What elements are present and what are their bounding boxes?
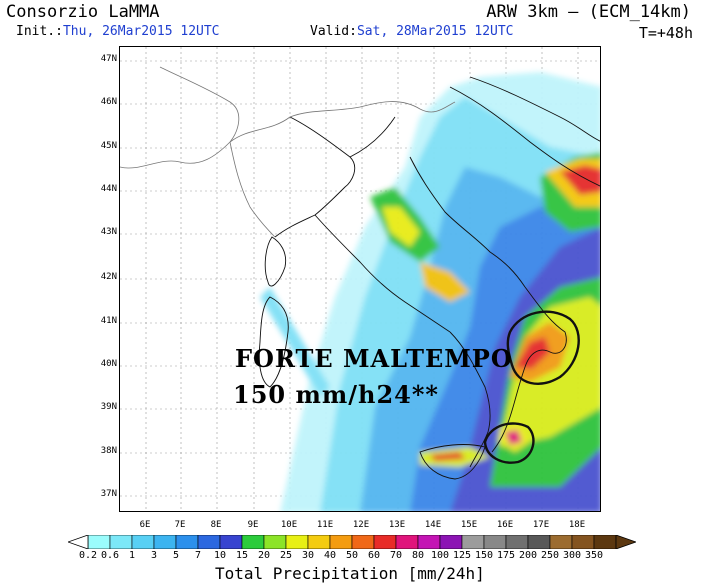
- colorbar-cell: [109, 535, 133, 549]
- colorbar-tick-label: 60: [367, 550, 381, 561]
- colorbar-cell: [285, 535, 309, 549]
- colorbar-tick-label: 0.2: [78, 550, 98, 561]
- precipitation-field: [260, 72, 600, 511]
- colorbar-tick-label: 300: [562, 550, 582, 561]
- colorbar-tick-label: 50: [345, 550, 359, 561]
- colorbar-cell: [549, 535, 573, 549]
- colorbar-cell: [197, 535, 221, 549]
- init-time: Init.:Thu, 26Mar2015 12UTC: [16, 24, 220, 39]
- lon-label: 8E: [210, 520, 222, 530]
- colorbar-tick-label: 20: [257, 550, 271, 561]
- colorbar-tick-label: 40: [323, 550, 337, 561]
- colorbar-cell: [461, 535, 485, 549]
- map-canvas: [120, 47, 600, 511]
- colorbar-cell: [483, 535, 507, 549]
- lat-label: 42N: [100, 272, 117, 282]
- init-value: Thu, 26Mar2015 12UTC: [62, 24, 220, 39]
- overlay-warning-amount: 150 mm/h24**: [233, 380, 439, 409]
- lon-label: 6E: [139, 520, 151, 530]
- colorbar-cell: [263, 535, 287, 549]
- forecast-step: T=+48h: [638, 24, 693, 42]
- coastlines: [258, 76, 600, 480]
- overlay-warning-title: FORTE MALTEMPO: [235, 344, 513, 373]
- colorbar-cell: [131, 535, 155, 549]
- lon-label: 11E: [316, 520, 334, 530]
- colorbar-tick-label: 250: [540, 550, 560, 561]
- colorbar-cell: [395, 535, 419, 549]
- colorbar-tick-label: 70: [389, 550, 403, 561]
- lon-label: 10E: [280, 520, 298, 530]
- lat-label: 41N: [100, 316, 117, 326]
- colorbar-tick-label: 80: [411, 550, 425, 561]
- colorbar-tick-label: 125: [452, 550, 472, 561]
- colorbar-cell: [593, 535, 617, 549]
- colorbar-tick-label: 1: [128, 550, 136, 561]
- colorbar-cell: [153, 535, 177, 549]
- colorbar-tick-label: 5: [172, 550, 180, 561]
- model-title: ARW 3km – (ECM_14km): [486, 2, 691, 22]
- colorbar-tick-label: 200: [518, 550, 538, 561]
- colorbar-tick-label: 10: [213, 550, 227, 561]
- colorbar-cell: [571, 535, 595, 549]
- colorbar-tick-label: 100: [430, 550, 450, 561]
- valid-time: Valid:Sat, 28Mar2015 12UTC: [310, 24, 514, 39]
- lat-label: 45N: [100, 141, 117, 151]
- colorbar-tick-label: 350: [584, 550, 604, 561]
- colorbar-tick-label: 15: [235, 550, 249, 561]
- colorbar-tick-label: 7: [194, 550, 202, 561]
- lon-label: 15E: [460, 520, 478, 530]
- colorbar-cell: [527, 535, 551, 549]
- init-label: Init.:: [16, 24, 63, 39]
- lat-label: 38N: [100, 446, 117, 456]
- colorbar-cell: [417, 535, 441, 549]
- precipitation-map: [119, 46, 601, 512]
- colorbar-tick-label: 30: [301, 550, 315, 561]
- valid-label: Valid:: [310, 24, 357, 39]
- lon-label: 16E: [496, 520, 514, 530]
- lat-label: 44N: [100, 184, 117, 194]
- lat-label: 40N: [100, 359, 117, 369]
- legend-title: Total Precipitation [mm/24h]: [215, 564, 485, 583]
- colorbar-cell: [439, 535, 463, 549]
- colorbar-tick-label: 3: [150, 550, 158, 561]
- organization-title: Consorzio LaMMA: [6, 2, 160, 22]
- colorbar-cell: [219, 535, 243, 549]
- colorbar-tick-label: 0.6: [100, 550, 120, 561]
- colorbar-cell: [505, 535, 529, 549]
- lat-label: 47N: [100, 54, 117, 64]
- colorbar-cell: [329, 535, 353, 549]
- valid-value: Sat, 28Mar2015 12UTC: [356, 24, 514, 39]
- lon-label: 7E: [174, 520, 186, 530]
- colorbar-cell: [87, 535, 111, 549]
- lon-label: 17E: [532, 520, 550, 530]
- lon-label: 13E: [388, 520, 406, 530]
- lon-label: 9E: [247, 520, 259, 530]
- colorbar-cell: [351, 535, 375, 549]
- lat-label: 43N: [100, 227, 117, 237]
- lon-label: 12E: [352, 520, 370, 530]
- colorbar: [68, 535, 636, 549]
- lon-label: 14E: [424, 520, 442, 530]
- colorbar-low-arrow: [68, 535, 89, 549]
- colorbar-cell: [307, 535, 331, 549]
- lat-label: 39N: [100, 402, 117, 412]
- lon-label: 18E: [568, 520, 586, 530]
- colorbar-high-arrow: [615, 535, 636, 549]
- lat-label: 37N: [100, 489, 117, 499]
- colorbar-tick-label: 25: [279, 550, 293, 561]
- colorbar-tick-label: 175: [496, 550, 516, 561]
- highlight-circles: [483, 310, 580, 464]
- colorbar-cell: [241, 535, 265, 549]
- lat-label: 46N: [100, 97, 117, 107]
- country-borders: [120, 66, 456, 238]
- colorbar-cell: [373, 535, 397, 549]
- colorbar-cell: [175, 535, 199, 549]
- colorbar-tick-label: 150: [474, 550, 494, 561]
